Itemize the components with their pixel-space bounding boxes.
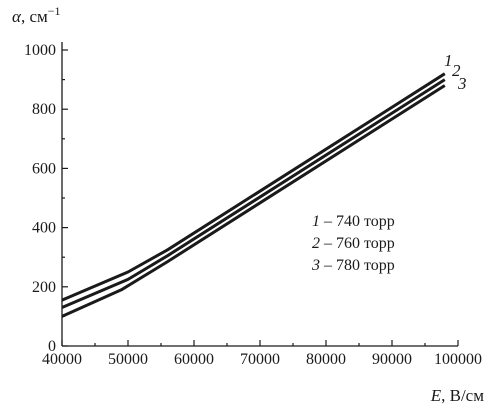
legend-entry-3-number: 3 xyxy=(311,257,320,274)
legend-entry-1-dash: – xyxy=(320,213,336,230)
y-tick-label: 1000 xyxy=(24,42,56,59)
y-axis-exponent: −1 xyxy=(48,4,61,18)
y-axis-label: α, см−1 xyxy=(12,4,61,26)
legend-entry-2-dash: – xyxy=(320,235,336,252)
x-axis-symbol: E xyxy=(430,386,442,405)
legend-entry-3: 3 – 780 торр xyxy=(311,257,395,274)
x-tick-label: 100000 xyxy=(434,351,482,368)
legend-entry-2: 2 – 760 торр xyxy=(312,235,395,252)
legend-entry-1: 1 – 740 торр xyxy=(312,213,395,230)
x-tick-label: 90000 xyxy=(372,351,412,368)
series-1-end-label: 1 xyxy=(444,51,453,70)
legend-entry-1-label: 740 торр xyxy=(336,213,395,230)
x-axis-unit-text: В/см xyxy=(450,386,485,405)
x-axis-label: E, В/см xyxy=(430,386,484,405)
series-2-end-label: 2 xyxy=(452,61,461,80)
y-tick-label: 400 xyxy=(32,220,56,237)
series-3-end-label: 3 xyxy=(457,74,467,93)
y-axis-symbol: α xyxy=(12,7,22,26)
legend-entry-3-label: 780 торр xyxy=(336,257,395,274)
x-tick-label: 50000 xyxy=(108,351,148,368)
x-tick-label: 40000 xyxy=(42,351,82,368)
series-line-2 xyxy=(61,78,446,309)
x-tick-label: 60000 xyxy=(174,351,214,368)
series-line-3 xyxy=(61,84,446,318)
legend-entry-2-label: 760 торр xyxy=(336,235,395,252)
y-tick-label: 600 xyxy=(32,160,56,177)
ticks: 40000 50000 60000 70000 80000 90000 100000 0 200… xyxy=(24,42,482,368)
series-line-1 xyxy=(61,72,446,302)
x-tick-label: 70000 xyxy=(240,351,280,368)
x-axis-unit: , В/см xyxy=(441,386,484,405)
y-tick-label: 800 xyxy=(32,101,56,118)
x-tick-label: 80000 xyxy=(306,351,346,368)
legend: 1 – 740 торр 2 – 760 торр 3 – 780 торр xyxy=(311,213,395,274)
axes xyxy=(61,42,458,347)
y-tick-label: 0 xyxy=(48,338,56,355)
y-tick-label: 200 xyxy=(32,279,56,296)
legend-entry-2-number: 2 xyxy=(312,235,320,252)
legend-entry-3-dash: – xyxy=(320,257,336,274)
y-axis-unit-text: см xyxy=(29,7,48,26)
series-end-labels: 1 2 3 xyxy=(444,51,467,93)
series-lines xyxy=(61,72,446,318)
y-axis-unit: , см xyxy=(21,7,48,26)
legend-entry-1-number: 1 xyxy=(312,213,320,230)
